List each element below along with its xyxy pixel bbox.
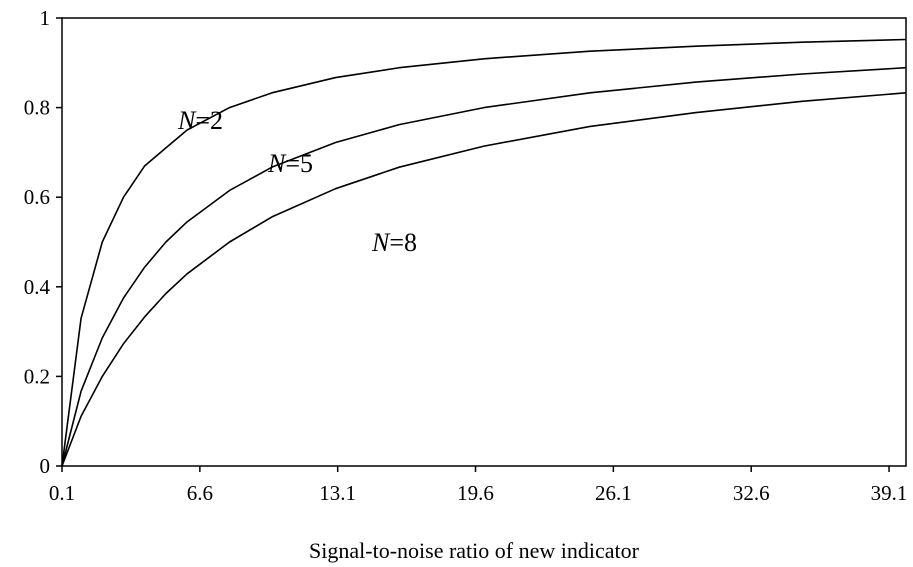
curve-labels: N=2N=5N=8: [177, 106, 417, 257]
curve-label-value: =5: [285, 149, 313, 178]
curve-label-variable: N: [267, 149, 287, 178]
y-tick-label: 0.6: [24, 185, 50, 209]
x-axis-title: Signal-to-noise ratio of new indicator: [309, 538, 640, 563]
curve-label-n-2: N=2: [177, 106, 223, 135]
curves: [61, 38, 907, 467]
x-tick-label: 39.1: [871, 481, 908, 505]
y-tick-label: 0.2: [24, 364, 50, 388]
curve-label-variable: N: [177, 106, 197, 135]
x-tick-label: 0.1: [49, 481, 75, 505]
y-tick-label: 0.8: [24, 96, 50, 120]
series-line-n-5: [61, 66, 907, 467]
plot-frame: [61, 17, 907, 467]
x-tick-label: 13.1: [319, 481, 356, 505]
x-tick-label: 32.6: [733, 481, 770, 505]
x-tick-label: 6.6: [187, 481, 213, 505]
x-tick-label: 19.6: [457, 481, 494, 505]
y-tick-label: 0.4: [24, 275, 51, 299]
curve-label-value: =8: [389, 228, 417, 257]
y-tick-label: 1: [40, 6, 51, 30]
curve-label-variable: N: [371, 228, 391, 257]
y-tick-label: 0: [40, 454, 51, 478]
curve-label-value: =2: [195, 106, 223, 135]
series-line-n-2: [61, 38, 907, 467]
curve-label-n-5: N=5: [267, 149, 313, 178]
axes: 0 0.2 0.4 0.6 0.8 1 0.1 6.6 13.1 19.6 26.1 32.6 39.1: [24, 6, 908, 505]
x-tick-label: 26.1: [595, 481, 632, 505]
curve-label-n-8: N=8: [371, 228, 417, 257]
series-line-n-8: [61, 92, 907, 467]
